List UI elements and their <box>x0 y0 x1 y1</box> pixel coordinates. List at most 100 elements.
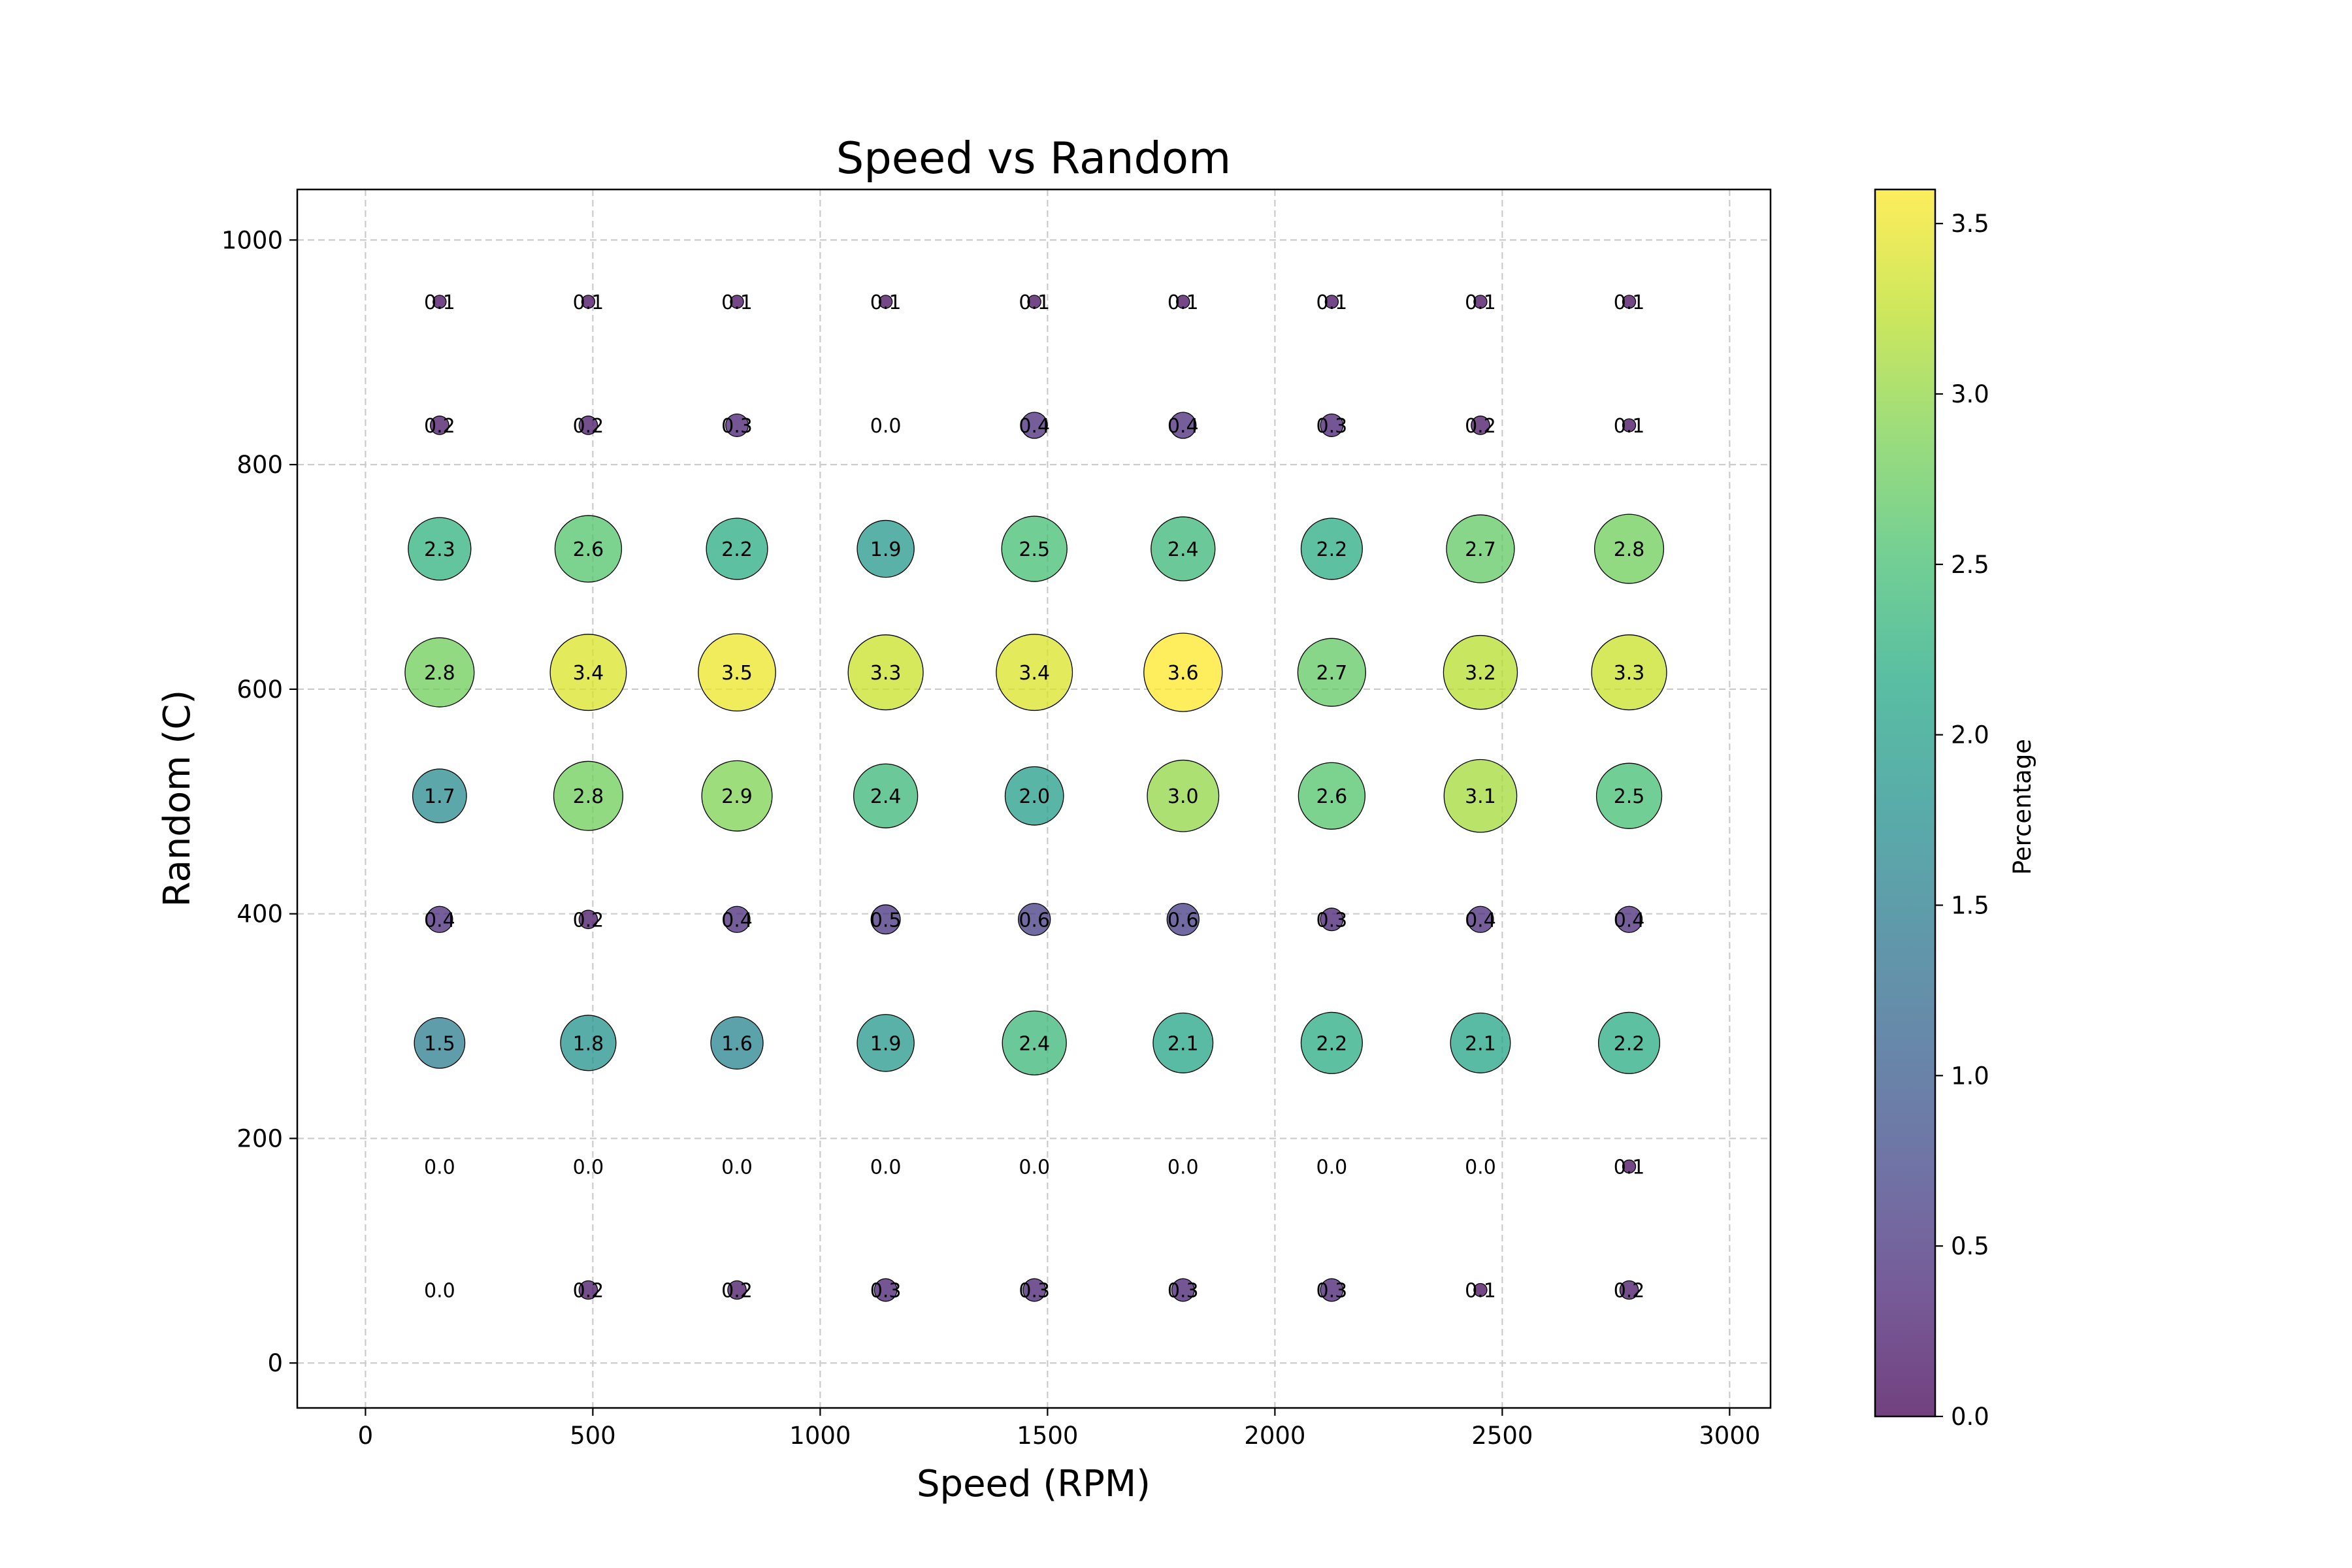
bubble-point <box>1002 1010 1067 1075</box>
bubble-value-label: 0.0 <box>424 1156 455 1179</box>
bubble-value-label: 0.1 <box>573 291 604 314</box>
bubble-point <box>1001 515 1068 582</box>
bubble-point <box>1324 295 1339 309</box>
bubble-value-label: 0.3 <box>870 1280 902 1303</box>
bubble-point <box>1147 759 1220 832</box>
bubble-value-label: 1.9 <box>870 538 902 561</box>
bubble-value-label: 2.2 <box>1614 1032 1645 1055</box>
bubble-point <box>1320 413 1344 437</box>
y-tick-label: 400 <box>237 900 283 928</box>
bubble-value-label: 1.5 <box>424 1032 455 1055</box>
colorbar-tick-label: 2.0 <box>1951 721 1989 749</box>
bubble-value-label: 3.4 <box>573 662 604 685</box>
bubble-value-label: 3.4 <box>1019 662 1050 685</box>
bubble-point <box>433 295 447 309</box>
bubble-value-label: 0.2 <box>721 1280 753 1303</box>
bubble-value-label: 0.4 <box>424 909 455 932</box>
bubble-point <box>1022 1278 1047 1302</box>
bubble-point <box>725 413 749 437</box>
y-axis: 0 200 400 600 800 1000 <box>221 226 297 1377</box>
bubble-point <box>1473 1282 1488 1298</box>
colorbar-tick-label: 1.5 <box>1951 892 1989 920</box>
bubble-point <box>853 763 919 828</box>
bubble-point <box>1004 766 1064 826</box>
bubble-value-label: 1.8 <box>573 1032 604 1055</box>
bubble-point <box>578 1280 598 1300</box>
bubble-value-label: 0.0 <box>1465 1156 1496 1179</box>
bubble-value-label: 0.3 <box>1168 1280 1199 1303</box>
bubble-value-label: 3.6 <box>1168 662 1199 685</box>
bubble-point <box>996 634 1073 711</box>
bubble-value-label: 0.3 <box>1316 909 1348 932</box>
x-tick-label: 1000 <box>789 1422 851 1450</box>
bubble-value-label: 2.2 <box>1316 1032 1348 1055</box>
bubble-value-label: 0.6 <box>1019 909 1050 932</box>
bubble-point <box>1018 903 1051 936</box>
colorbar: 0.0 0.5 1.0 1.5 2.0 2.5 3.0 3.5 Percentage <box>1874 188 2036 1431</box>
bubble-point <box>581 295 596 309</box>
bubble-point <box>706 517 768 580</box>
bubble-value-label: 2.2 <box>1316 538 1348 561</box>
bubble-point <box>698 633 776 711</box>
bubble-value-label: 0.2 <box>573 909 604 932</box>
bubble-point <box>1467 906 1494 933</box>
bubble-point <box>430 416 449 435</box>
x-axis-title: Speed (RPM) <box>917 1463 1151 1505</box>
bubble-value-label: 3.5 <box>721 662 753 685</box>
bubble-point <box>730 295 744 309</box>
bubble-value-label: 2.8 <box>1614 538 1645 561</box>
bubble-point <box>1471 416 1490 435</box>
bubble-value-label: 0.3 <box>1019 1280 1050 1303</box>
bubble-point <box>1446 514 1515 583</box>
bubble-point <box>1320 1278 1344 1302</box>
bubble-value-label: 2.3 <box>424 538 455 561</box>
bubble-point <box>710 1016 764 1070</box>
bubble-value-label: 0.1 <box>424 291 455 314</box>
bubble-point <box>1171 1278 1195 1302</box>
colorbar-tick-label: 0.5 <box>1951 1232 1989 1260</box>
bubble-point <box>1298 762 1366 830</box>
bubble-point <box>1169 412 1197 439</box>
bubble-point <box>1152 1012 1214 1073</box>
bubble-value-label: 3.3 <box>1614 662 1645 685</box>
bubble-value-label: 1.9 <box>870 1032 902 1055</box>
bubble-value-label: 2.4 <box>1019 1032 1050 1055</box>
y-tick-label: 0 <box>267 1349 283 1377</box>
bubble-point <box>1595 762 1663 829</box>
bubble-value-label: 2.4 <box>1168 538 1199 561</box>
bubble-value-label: 0.4 <box>1465 909 1496 932</box>
bubble-point <box>560 1015 617 1071</box>
bubble-point <box>1297 638 1366 707</box>
y-tick-label: 200 <box>237 1124 283 1152</box>
bubble-value-label: 0.0 <box>573 1156 604 1179</box>
bubble-value-label: 0.2 <box>573 1280 604 1303</box>
bubble-point <box>723 906 751 933</box>
bubble-point <box>1591 634 1667 711</box>
bubble-value-label: 2.9 <box>721 785 753 808</box>
bubble-point <box>1143 632 1223 712</box>
bubble-value-label: 0.4 <box>1019 415 1050 438</box>
bubble-value-label: 0.2 <box>424 415 455 438</box>
bubble-value-label: 0.4 <box>721 909 753 932</box>
bubble-point <box>874 1278 898 1302</box>
bubble-point <box>1597 1011 1661 1074</box>
bubble-value-label: 3.2 <box>1465 662 1496 685</box>
bubble-point <box>1166 903 1200 936</box>
bubble-point <box>1320 907 1344 932</box>
bubble-value-label: 2.5 <box>1614 785 1645 808</box>
x-tick-label: 2500 <box>1471 1422 1533 1450</box>
bubble-point <box>1619 1280 1639 1300</box>
bubble-value-label: 2.0 <box>1019 785 1050 808</box>
bubble-point <box>1593 514 1665 584</box>
bubble-value-label: 1.7 <box>424 785 455 808</box>
bubble-value-label: 3.3 <box>870 662 902 685</box>
bubble-value-label: 2.7 <box>1316 662 1348 685</box>
bubble-point <box>553 760 623 831</box>
bubble-value-label: 0.3 <box>721 415 753 438</box>
bubble-value-label: 2.5 <box>1019 538 1050 561</box>
bubble-value-label: 0.0 <box>1316 1156 1348 1179</box>
bubble-value-label: 0.2 <box>1465 415 1496 438</box>
bubble-point <box>857 519 915 578</box>
bubble-value-label: 0.2 <box>1614 1280 1645 1303</box>
